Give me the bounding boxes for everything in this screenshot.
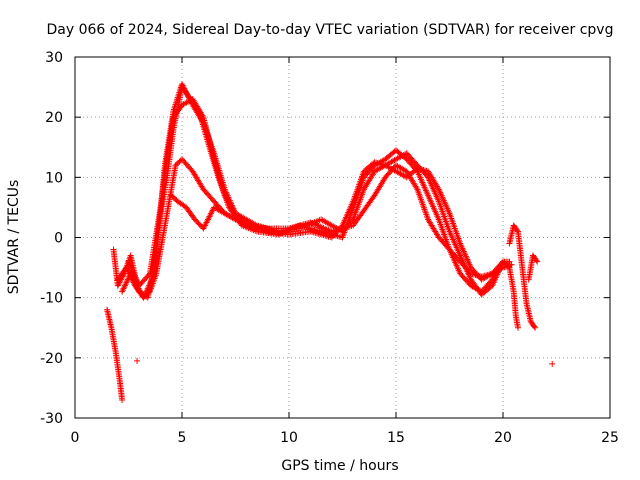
x-axis-label: GPS time / hours [281, 458, 398, 474]
tick-layer: 0 5 10 15 20 25 -30 -20 -10 0 10 20 30 [40, 50, 619, 446]
series-arc-F [506, 222, 539, 331]
x-tick-label: 10 [280, 430, 298, 446]
series-outliers [134, 357, 556, 367]
data-point [145, 271, 152, 278]
data-point [532, 324, 539, 331]
data-point [533, 257, 540, 264]
y-tick-label: -20 [40, 351, 63, 367]
data-point [134, 357, 141, 364]
data-point [505, 262, 512, 269]
data-point [506, 258, 513, 265]
data-point [232, 216, 239, 223]
data-points-layer [104, 81, 556, 403]
series-arc-E [168, 192, 239, 232]
x-tick-label: 15 [387, 430, 405, 446]
series-arc-D [125, 96, 515, 289]
data-point [514, 227, 521, 234]
grid-layer [75, 57, 610, 418]
y-tick-label: 10 [45, 170, 63, 186]
data-point [501, 264, 508, 271]
data-point [502, 263, 509, 270]
y-tick-label: 0 [54, 231, 63, 247]
y-tick-label: -10 [40, 291, 63, 307]
chart-title: Day 066 of 2024, Sidereal Day-to-day VTE… [47, 22, 614, 38]
x-tick-label: 0 [71, 430, 80, 446]
data-point [507, 262, 514, 269]
data-point [504, 263, 511, 270]
x-tick-label: 5 [178, 430, 187, 446]
y-tick-label: 20 [45, 110, 63, 126]
y-axis-label: SDTVAR / TECUs [6, 180, 22, 295]
data-point [500, 264, 506, 271]
series-arc-G [525, 252, 541, 283]
data-point [549, 360, 556, 367]
data-point [534, 258, 541, 265]
x-tick-label: 20 [494, 430, 512, 446]
y-tick-label: 30 [45, 50, 63, 66]
x-tick-label: 25 [601, 430, 619, 446]
series-arc-early-dip [104, 306, 126, 403]
data-point [349, 217, 356, 224]
data-point [508, 261, 515, 268]
data-point [119, 396, 126, 403]
data-point [531, 323, 538, 330]
data-point [514, 324, 521, 331]
y-tick-label: -30 [40, 411, 63, 427]
